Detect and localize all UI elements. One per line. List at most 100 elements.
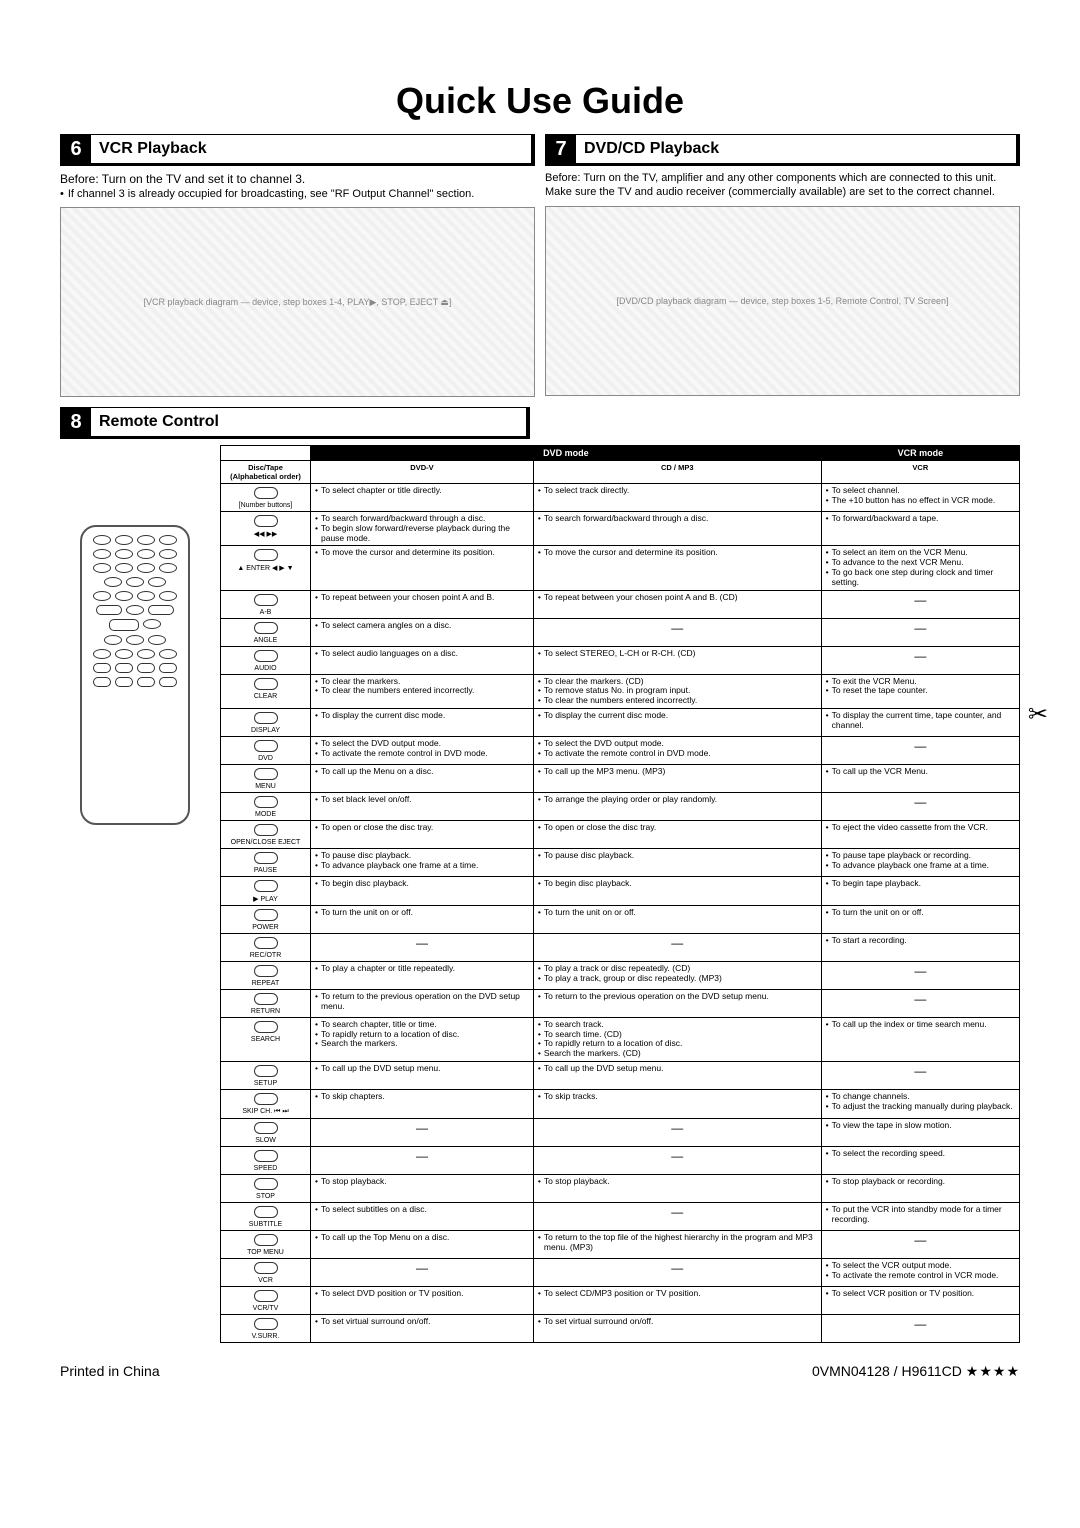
table-cell: To put the VCR into standby mode for a t…	[821, 1202, 1019, 1230]
remote-button-icon	[254, 909, 278, 921]
remote-image-col	[60, 445, 210, 825]
remote-button-icon	[254, 824, 278, 836]
table-row: REPEATTo play a chapter or title repeate…	[221, 961, 1020, 989]
table-cell: To select camera angles on a disc.	[311, 618, 534, 646]
footer-left: Printed in China	[60, 1363, 160, 1380]
table-row: SETUPTo call up the DVD setup menu.To ca…	[221, 1061, 1020, 1089]
section-6-diagram-area: [VCR playback diagram — device, step box…	[60, 207, 535, 397]
table-cell-dash: —	[533, 1258, 821, 1286]
table-cell: To change channels.To adjust the trackin…	[821, 1089, 1019, 1118]
table-row: ◀◀ ▶▶To search forward/backward through …	[221, 512, 1020, 546]
table-cell: To call up the VCR Menu.	[821, 764, 1019, 792]
button-name-cell: SETUP	[221, 1061, 311, 1089]
table-cell: To repeat between your chosen point A an…	[533, 590, 821, 618]
table-cell: To return to the previous operation on t…	[311, 989, 534, 1017]
table-cell: To turn the unit on or off.	[533, 905, 821, 933]
button-name-cell: MODE	[221, 792, 311, 820]
top-section-row: 6 VCR Playback Before: Turn on the TV an…	[60, 134, 1020, 397]
button-name-cell: TOP MENU	[221, 1230, 311, 1258]
remote-button-icon	[254, 852, 278, 864]
button-name-cell: ▲ ENTER ◀ ▶ ▼	[221, 546, 311, 590]
section-8-number: 8	[61, 408, 91, 436]
button-name-cell: SUBTITLE	[221, 1202, 311, 1230]
remote-button-icon	[254, 487, 278, 499]
table-cell: To select channel.The +10 button has no …	[821, 484, 1019, 512]
table-row: REC/OTR——To start a recording.	[221, 933, 1020, 961]
table-row: ▲ ENTER ◀ ▶ ▼To move the cursor and dete…	[221, 546, 1020, 590]
table-cell: To start a recording.	[821, 933, 1019, 961]
remote-button-icon	[254, 1093, 278, 1105]
table-cell: To call up the MP3 menu. (MP3)	[533, 764, 821, 792]
table-row: STOPTo stop playback.To stop playback.To…	[221, 1174, 1020, 1202]
table-body: [Number buttons]To select chapter or tit…	[221, 484, 1020, 1343]
table-cell: To stop playback.	[533, 1174, 821, 1202]
button-name-cell: A-B	[221, 590, 311, 618]
table-row: AUDIOTo select audio languages on a disc…	[221, 646, 1020, 674]
table-row: VCR/TVTo select DVD position or TV posit…	[221, 1286, 1020, 1314]
button-name-cell: SPEED	[221, 1146, 311, 1174]
button-name-cell: POWER	[221, 905, 311, 933]
th-dvd-icon: DVD-V	[311, 461, 534, 484]
remote-button-icon	[254, 1262, 278, 1274]
section-7-number: 7	[546, 135, 576, 163]
button-name-cell: PAUSE	[221, 848, 311, 876]
table-cell: To select DVD position or TV position.	[311, 1286, 534, 1314]
table-cell: To select the DVD output mode.To activat…	[311, 736, 534, 764]
remote-button-icon	[254, 1178, 278, 1190]
remote-button-icon	[254, 993, 278, 1005]
table-row: MENUTo call up the Menu on a disc.To cal…	[221, 764, 1020, 792]
dvd-diagram-placeholder: [DVD/CD playback diagram — device, step …	[545, 206, 1020, 396]
section-6-before: Before: Turn on the TV and set it to cha…	[60, 172, 535, 186]
remote-button-icon	[254, 549, 278, 561]
table-cell-dash: —	[821, 736, 1019, 764]
table-cell: To call up the index or time search menu…	[821, 1017, 1019, 1061]
button-name-cell: REC/OTR	[221, 933, 311, 961]
button-name-cell: V.SURR.	[221, 1314, 311, 1342]
button-name-cell: SEARCH	[221, 1017, 311, 1061]
table-cell: To display the current disc mode.	[311, 708, 534, 736]
table-cell: To set virtual surround on/off.	[311, 1314, 534, 1342]
button-name-cell: DISPLAY	[221, 708, 311, 736]
table-cell: To search track.To search time. (CD)To r…	[533, 1017, 821, 1061]
button-name-cell: ANGLE	[221, 618, 311, 646]
table-cell: To move the cursor and determine its pos…	[311, 546, 534, 590]
table-cell-dash: —	[533, 618, 821, 646]
table-cell: To open or close the disc tray.	[533, 820, 821, 848]
remote-button-icon	[254, 965, 278, 977]
th-cd-icon: CD / MP3	[533, 461, 821, 484]
table-cell: To pause disc playback.To advance playba…	[311, 848, 534, 876]
table-cell: To select the VCR output mode.To activat…	[821, 1258, 1019, 1286]
table-cell: To search forward/backward through a dis…	[311, 512, 534, 546]
remote-button-icon	[254, 1318, 278, 1330]
table-cell-dash: —	[821, 646, 1019, 674]
table-cell: To forward/backward a tape.	[821, 512, 1019, 546]
section-6-note: If channel 3 is already occupied for bro…	[60, 188, 535, 201]
button-name-cell: CLEAR	[221, 674, 311, 708]
remote-button-icon	[254, 712, 278, 724]
table-cell: To call up the Top Menu on a disc.	[311, 1230, 534, 1258]
remote-button-icon	[254, 678, 278, 690]
table-cell: To display the current disc mode.	[533, 708, 821, 736]
table-row: CLEARTo clear the markers.To clear the n…	[221, 674, 1020, 708]
button-name-cell: ▶ PLAY	[221, 876, 311, 905]
page-title: Quick Use Guide	[60, 80, 1020, 122]
button-name-cell: OPEN/CLOSE EJECT	[221, 820, 311, 848]
button-name-cell: RETURN	[221, 989, 311, 1017]
table-row: POWERTo turn the unit on or off.To turn …	[221, 905, 1020, 933]
table-row: RETURNTo return to the previous operatio…	[221, 989, 1020, 1017]
table-cell: To move the cursor and determine its pos…	[533, 546, 821, 590]
table-cell: To eject the video cassette from the VCR…	[821, 820, 1019, 848]
table-cell: To begin tape playback.	[821, 876, 1019, 905]
page-footer: Printed in China 0VMN04128 / H9611CD ★★★…	[60, 1363, 1020, 1380]
button-name-cell: [Number buttons]	[221, 484, 311, 512]
table-row: TOP MENUTo call up the Top Menu on a dis…	[221, 1230, 1020, 1258]
button-name-cell: SKIP CH. ⏮ ⏭	[221, 1089, 311, 1118]
section-7-diagram-area: [DVD/CD playback diagram — device, step …	[545, 206, 1020, 396]
table-cell: To repeat between your chosen point A an…	[311, 590, 534, 618]
table-row: VCR——To select the VCR output mode.To ac…	[221, 1258, 1020, 1286]
table-cell: To return to the top file of the highest…	[533, 1230, 821, 1258]
table-row: SEARCHTo search chapter, title or time.T…	[221, 1017, 1020, 1061]
table-cell: To begin disc playback.	[533, 876, 821, 905]
remote-button-icon	[254, 1122, 278, 1134]
th-dvd-mode: DVD mode	[311, 446, 822, 461]
